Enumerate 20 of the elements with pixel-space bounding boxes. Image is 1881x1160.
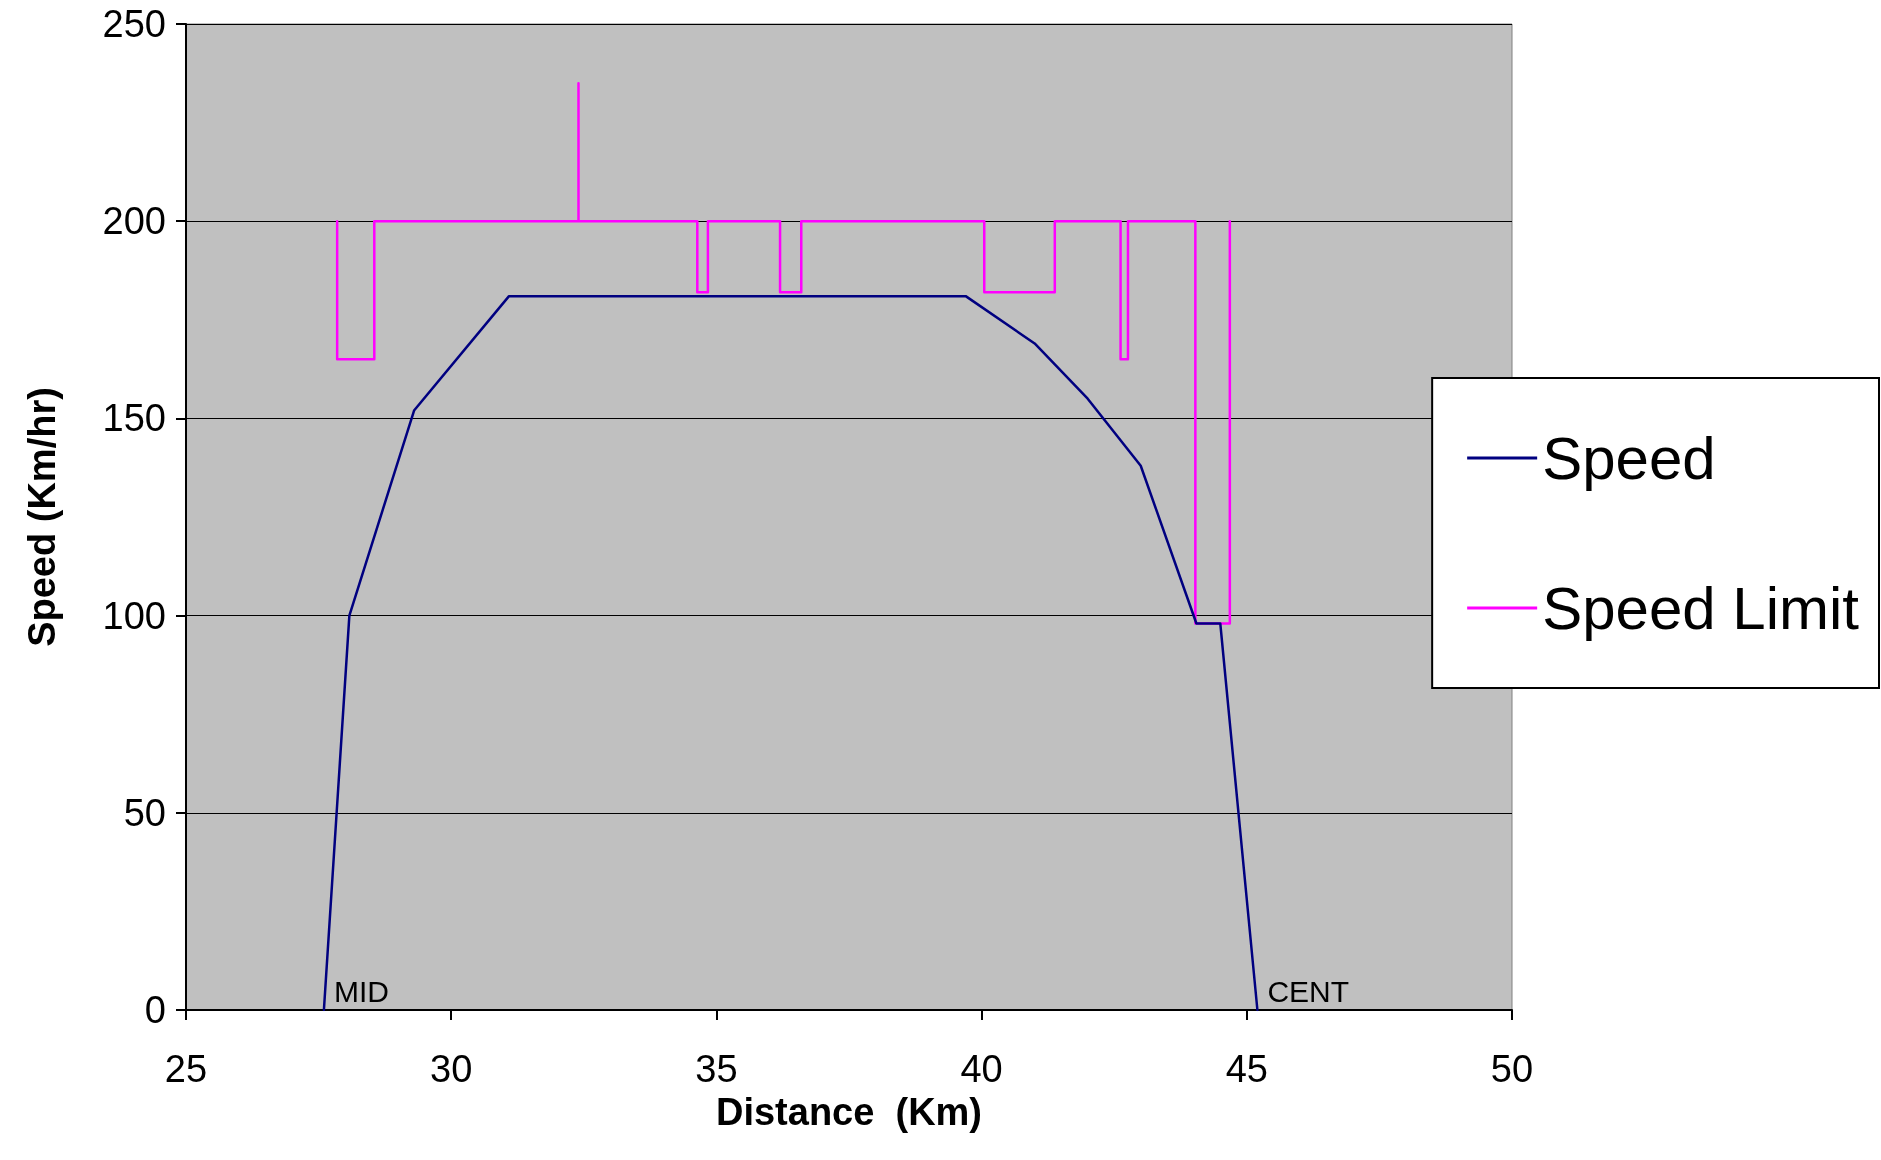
y-tick-label: 0 [144,989,166,1031]
legend-label: Speed Limit [1542,574,1860,642]
line-series [322,294,1259,1012]
x-tick-label: 35 [695,1048,738,1090]
y-tick-label: 250 [102,3,166,45]
legend-label: Speed [1542,424,1716,492]
x-tick-label: 40 [960,1048,1003,1090]
y-tick-label: 150 [102,397,166,440]
x-tick-label: 45 [1225,1048,1268,1090]
y-tick-label: 200 [102,200,166,243]
y-tick-label: 100 [102,594,166,637]
x-axis-title: Distance (Km) [715,1090,983,1133]
x-tick-label: 50 [1490,1048,1534,1090]
y-tick-label: 50 [123,791,166,834]
x-tick-label: 25 [164,1048,208,1090]
annotation: CENT [1267,974,1350,1008]
line-series [335,81,1232,625]
x-tick-label: 30 [430,1048,473,1090]
annotation: MID [333,974,389,1008]
y-axis-title: Speed (Km/hr) [21,387,63,647]
